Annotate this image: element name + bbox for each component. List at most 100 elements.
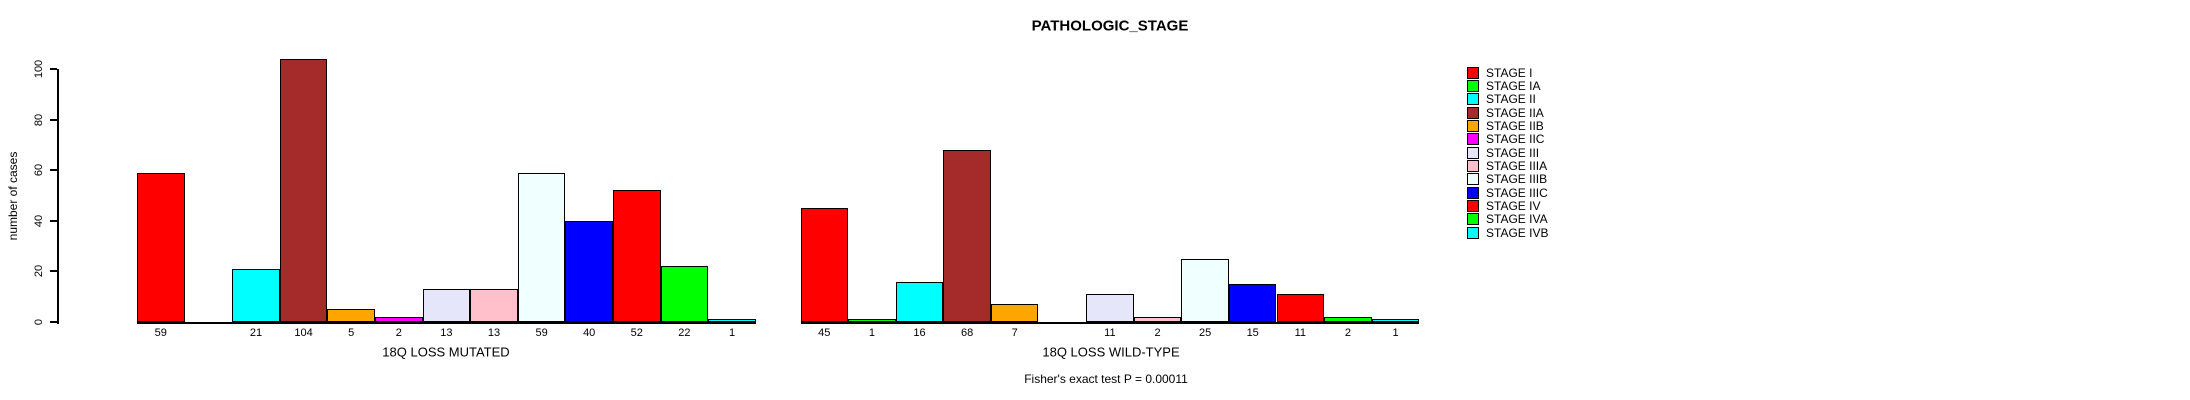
legend-swatch xyxy=(1467,133,1479,146)
legend-label: STAGE IVA xyxy=(1486,212,1548,227)
bar-value-label: 59 xyxy=(535,327,548,339)
y-axis-tick-label: 40 xyxy=(33,214,45,227)
legend-swatch xyxy=(1467,186,1479,199)
legend-item: STAGE IIIA xyxy=(1467,159,1547,172)
bar-stage-iv xyxy=(1276,294,1325,322)
bar-stage-iva xyxy=(660,266,709,322)
bar-stage-iv xyxy=(613,190,661,322)
bar-value-label: 25 xyxy=(1198,327,1212,339)
bar-stage-iva xyxy=(1324,316,1372,322)
legend-swatch xyxy=(1467,146,1479,159)
legend-item: STAGE IVB xyxy=(1467,226,1548,239)
bar-stage-ia xyxy=(848,319,896,322)
bar-value-label: 1 xyxy=(868,327,875,339)
bar-stage-ii xyxy=(895,281,944,322)
bar-value-label: 7 xyxy=(1011,327,1018,339)
legend-label: STAGE IV xyxy=(1486,199,1541,213)
legend-label: STAGE IIIC xyxy=(1486,185,1548,200)
x-axis-baseline xyxy=(800,321,1420,324)
legend-item: STAGE IIA xyxy=(1467,106,1544,119)
bar-stage-iib xyxy=(990,304,1039,322)
x-axis-label-mutated: 18Q LOSS MUTATED xyxy=(382,344,510,360)
legend-label: STAGE IA xyxy=(1486,78,1541,93)
legend-swatch xyxy=(1467,93,1479,106)
y-axis-tick xyxy=(49,219,57,222)
bar-stage-i xyxy=(800,208,849,322)
y-axis-tick xyxy=(49,68,57,70)
bar-value-label: 21 xyxy=(249,327,263,339)
y-axis-tick xyxy=(49,169,57,172)
bar-value-label: 2 xyxy=(395,327,402,339)
bar-stage-ivb xyxy=(708,319,756,322)
bar-value-label: 45 xyxy=(818,327,831,339)
bar-value-label: 2 xyxy=(1344,327,1351,339)
bar-stage-iia xyxy=(943,149,991,322)
y-axis-tick-label: 20 xyxy=(33,265,45,278)
legend-label: STAGE IIB xyxy=(1486,118,1544,133)
bar-value-label: 13 xyxy=(440,327,453,339)
y-axis-tick xyxy=(49,270,57,273)
bar-value-label: 13 xyxy=(487,327,501,339)
bar-stage-iii xyxy=(1086,294,1134,322)
bar-value-label: 59 xyxy=(154,327,167,339)
legend-label: STAGE II xyxy=(1486,92,1536,107)
bar-stage-iiib xyxy=(517,172,566,322)
legend-item: STAGE II xyxy=(1467,93,1536,106)
legend-swatch xyxy=(1467,159,1479,172)
legend-swatch xyxy=(1467,226,1479,239)
bar-value-label: 104 xyxy=(294,327,313,339)
legend-label: STAGE IIIA xyxy=(1486,158,1548,173)
bar-value-label: 11 xyxy=(1294,327,1307,339)
legend-swatch xyxy=(1467,79,1479,92)
bar-stage-iiic xyxy=(1228,284,1277,322)
legend-swatch xyxy=(1467,66,1479,79)
bar-value-label: 1 xyxy=(1392,327,1399,339)
legend-item: STAGE IA xyxy=(1467,79,1540,92)
legend-label: STAGE IVB xyxy=(1486,225,1549,240)
bar-stage-iiia xyxy=(470,289,518,322)
y-axis-line xyxy=(56,69,59,324)
legend-item: STAGE IIC xyxy=(1467,133,1544,146)
bar-stage-iiib xyxy=(1181,258,1229,322)
bar-value-label: 52 xyxy=(630,327,643,339)
x-axis-label-wild-type: 18Q LOSS WILD-TYPE xyxy=(1042,344,1180,360)
legend-item: STAGE IV xyxy=(1467,200,1540,213)
bar-stage-iib xyxy=(327,309,375,322)
y-axis-tick xyxy=(49,118,57,121)
bar-stage-iiia xyxy=(1133,316,1182,322)
y-axis-tick xyxy=(49,321,57,323)
bar-stage-iiic xyxy=(565,220,613,322)
y-axis-label: number of cases xyxy=(6,151,20,241)
legend-label: STAGE IIIB xyxy=(1486,172,1548,187)
y-axis-tick-label: 0 xyxy=(33,318,45,326)
legend-swatch xyxy=(1467,200,1479,212)
bar-value-label: 2 xyxy=(1154,327,1161,339)
bar-stage-iii xyxy=(422,289,471,322)
legend-item: STAGE IIIB xyxy=(1467,173,1547,186)
legend-swatch xyxy=(1467,119,1479,132)
bar-stage-ii xyxy=(232,268,280,322)
legend-item: STAGE I xyxy=(1467,66,1532,79)
y-axis-tick-label: 60 xyxy=(33,164,45,177)
legend-swatch xyxy=(1467,213,1479,226)
legend-label: STAGE IIC xyxy=(1486,132,1545,147)
bar-value-label: 5 xyxy=(348,327,355,339)
bar-stage-ivb xyxy=(1371,319,1420,322)
bar-stage-iia xyxy=(279,58,328,322)
y-axis-tick-label: 100 xyxy=(33,59,45,79)
legend-item: STAGE IIB xyxy=(1467,119,1544,132)
bar-value-label: 16 xyxy=(913,327,926,339)
bar-stage-iic xyxy=(375,316,423,322)
bar-value-label: 40 xyxy=(583,327,596,339)
legend-swatch xyxy=(1467,106,1479,119)
legend-label: STAGE III xyxy=(1486,145,1540,160)
x-axis-baseline xyxy=(137,321,756,324)
legend-label: STAGE IIA xyxy=(1486,105,1544,120)
bar-value-label: 22 xyxy=(678,327,691,339)
bar-stage-i xyxy=(137,172,185,322)
legend-item: STAGE III xyxy=(1467,146,1539,159)
bar-value-label: 68 xyxy=(960,327,974,339)
fisher-exact-test-annotation: Fisher's exact test P = 0.00011 xyxy=(1024,372,1188,386)
legend-item: STAGE IVA xyxy=(1467,213,1548,226)
